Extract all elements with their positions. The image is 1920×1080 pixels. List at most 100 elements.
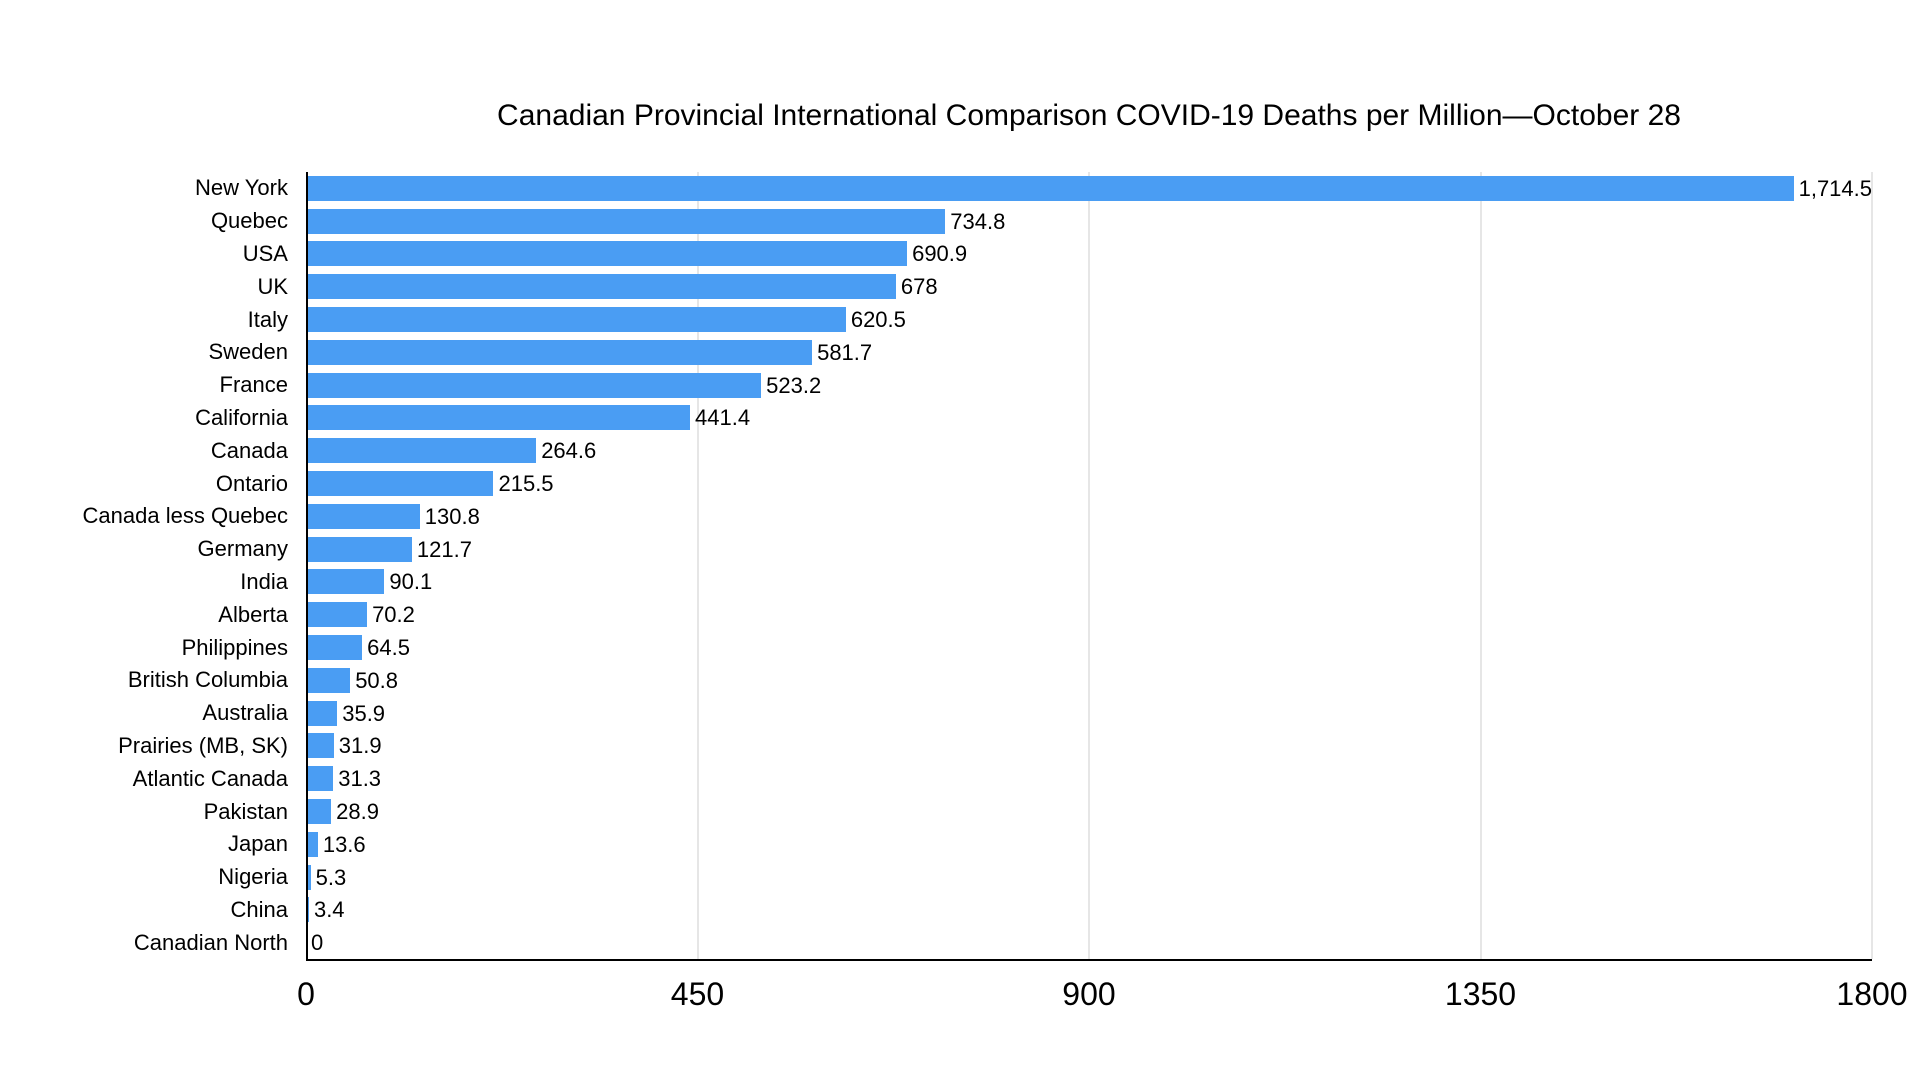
category-label: Atlantic Canada: [132, 765, 288, 791]
bar-row: France 523.2: [220, 369, 1872, 402]
bars-container: New York 1,714.5 Quebec 734.8 USA 690.9 UK 678 I…: [83, 172, 1872, 959]
bar-row: Alberta 70.2: [218, 598, 1872, 631]
value-label: 620.5: [850, 307, 906, 333]
category-label: France: [219, 372, 288, 398]
bar: [306, 864, 311, 890]
category-label: Sweden: [208, 339, 288, 365]
bar: [306, 602, 368, 628]
bar-row: UK 678: [257, 270, 1872, 303]
bar-row: USA 690.9: [243, 238, 1872, 271]
bar: [306, 405, 691, 431]
bar: [306, 831, 318, 857]
gridline-1800: [1871, 172, 1873, 959]
gridline-450: [697, 172, 698, 959]
value-label: 28.9: [336, 799, 379, 825]
value-label: 1,714.5: [1798, 175, 1872, 201]
bar-row: Ontario 215.5: [216, 467, 1872, 500]
value-label: 121.7: [416, 536, 472, 562]
bar: [306, 536, 412, 562]
category-label: Canada: [210, 437, 288, 463]
category-label: Japan: [228, 831, 288, 857]
x-tick-label: 450: [670, 976, 725, 1012]
x-tick-label: 900: [1062, 976, 1116, 1012]
bar: [306, 339, 813, 365]
category-label: Ontario: [215, 470, 288, 496]
value-label: 264.6: [541, 438, 597, 464]
category-label: UK: [257, 273, 288, 299]
value-label: 581.7: [817, 339, 873, 365]
bar: [306, 700, 338, 726]
bar: [306, 438, 537, 464]
category-label: Canadian North: [133, 929, 288, 955]
bar: [306, 175, 1794, 201]
bar-row: Germany 121.7: [198, 533, 1872, 566]
bar-row: Canada 264.6: [211, 434, 1872, 467]
value-label: 5.3: [315, 864, 347, 890]
bar-row: Quebec 734.8: [211, 205, 1872, 238]
bar: [306, 471, 494, 497]
category-label: Prairies (MB, SK): [118, 732, 288, 758]
bar-row: Canada less Quebec 130.8: [83, 500, 1872, 533]
category-label: Alberta: [218, 601, 288, 627]
value-label: 31.9: [338, 733, 382, 759]
bar: [306, 241, 908, 267]
bar: [306, 799, 332, 825]
x-axis-ticks: 0 450 900 1350 1800: [297, 974, 1907, 1014]
bar-row: British Columbia 50.8: [128, 664, 1872, 697]
bar-row: Sweden 581.7: [208, 336, 1872, 369]
value-label: 35.9: [342, 700, 386, 726]
bar-row: California 441.4: [195, 402, 1872, 435]
bar: [306, 208, 946, 234]
gridline-1350: [1480, 172, 1481, 959]
category-label: Pakistan: [203, 798, 288, 824]
value-label: 90.1: [389, 569, 433, 595]
value-label: 50.8: [355, 667, 399, 693]
bar-row: Japan 13.6: [228, 828, 1872, 861]
bar-row: China 3.4: [231, 894, 1872, 927]
value-label: 441.4: [695, 405, 751, 431]
bar-row: Philippines 64.5: [182, 631, 1872, 664]
category-label: Australia: [202, 700, 288, 726]
category-label: Quebec: [210, 208, 288, 234]
chart-title: Canadian Provincial International Compar…: [497, 99, 1681, 132]
bar: [306, 274, 896, 300]
category-label: Nigeria: [218, 864, 288, 890]
category-label: China: [230, 896, 288, 922]
bar-row: Nigeria 5.3: [218, 861, 1872, 894]
value-label: 3.4: [313, 897, 345, 923]
category-label: Philippines: [181, 634, 288, 660]
bar: [306, 667, 351, 693]
x-tick-label: 1800: [1836, 976, 1908, 1012]
value-label: 70.2: [372, 602, 415, 628]
x-tick-label: 0: [297, 976, 315, 1012]
bar-row: Pakistan 28.9: [204, 795, 1872, 828]
value-label: 64.5: [367, 635, 410, 661]
bar-row: Italy 620.5: [248, 303, 1872, 336]
value-label: 13.6: [322, 831, 366, 857]
bar: [306, 766, 334, 792]
value-label: 0: [311, 930, 324, 956]
x-tick-label: 1350: [1444, 976, 1517, 1012]
x-axis-line: [306, 959, 1872, 961]
value-label: 734.8: [950, 208, 1006, 234]
category-label: New York: [195, 175, 288, 201]
bar-row: Prairies (MB, SK) 31.9: [118, 730, 1872, 763]
value-label: 31.3: [338, 766, 382, 792]
bar: [306, 503, 420, 529]
bar: [306, 733, 334, 759]
value-label: 523.2: [766, 372, 822, 398]
category-label: Italy: [247, 306, 288, 332]
category-label: India: [240, 568, 288, 594]
category-label: British Columbia: [127, 667, 288, 693]
bar-row: Australia 35.9: [202, 697, 1872, 730]
gridlines-layer: [306, 172, 1873, 959]
bar-row: Atlantic Canada 31.3: [133, 762, 1872, 795]
value-label: 690.9: [912, 241, 968, 267]
category-label: USA: [242, 240, 288, 266]
bar-row: New York 1,714.5: [195, 172, 1872, 205]
category-label: Germany: [197, 536, 288, 562]
value-label: 130.8: [424, 503, 480, 529]
bar: [306, 372, 762, 398]
bar: [306, 569, 385, 595]
